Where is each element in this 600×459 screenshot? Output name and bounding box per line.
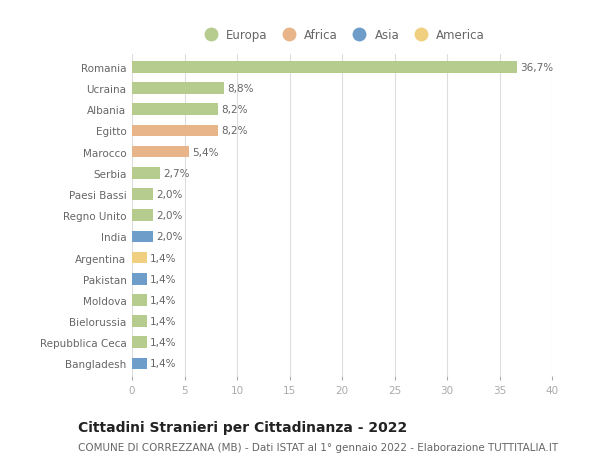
Text: Cittadini Stranieri per Cittadinanza - 2022: Cittadini Stranieri per Cittadinanza - 2… xyxy=(78,420,407,434)
Text: 1,4%: 1,4% xyxy=(150,358,176,369)
Text: 1,4%: 1,4% xyxy=(150,253,176,263)
Text: 2,0%: 2,0% xyxy=(156,190,182,200)
Bar xyxy=(132,210,153,222)
Bar xyxy=(132,168,160,179)
Text: 2,0%: 2,0% xyxy=(156,211,182,221)
Legend: Europa, Africa, Asia, America: Europa, Africa, Asia, America xyxy=(199,29,485,42)
Text: 2,7%: 2,7% xyxy=(163,168,190,179)
Bar xyxy=(132,125,218,137)
Bar xyxy=(132,189,153,201)
Bar xyxy=(132,231,153,243)
Text: 1,4%: 1,4% xyxy=(150,316,176,326)
Bar xyxy=(132,295,146,306)
Text: 2,0%: 2,0% xyxy=(156,232,182,242)
Bar xyxy=(132,316,146,327)
Bar xyxy=(132,358,146,369)
Text: COMUNE DI CORREZZANA (MB) - Dati ISTAT al 1° gennaio 2022 - Elaborazione TUTTITA: COMUNE DI CORREZZANA (MB) - Dati ISTAT a… xyxy=(78,442,558,453)
Text: 1,4%: 1,4% xyxy=(150,274,176,284)
Text: 1,4%: 1,4% xyxy=(150,337,176,347)
Bar xyxy=(132,62,517,73)
Text: 5,4%: 5,4% xyxy=(192,147,218,157)
Text: 8,8%: 8,8% xyxy=(227,84,254,94)
Text: 36,7%: 36,7% xyxy=(521,63,554,73)
Bar xyxy=(132,146,188,158)
Bar xyxy=(132,273,146,285)
Text: 8,2%: 8,2% xyxy=(221,105,248,115)
Text: 8,2%: 8,2% xyxy=(221,126,248,136)
Text: 1,4%: 1,4% xyxy=(150,295,176,305)
Bar xyxy=(132,83,224,95)
Bar xyxy=(132,104,218,116)
Bar xyxy=(132,337,146,348)
Bar xyxy=(132,252,146,264)
